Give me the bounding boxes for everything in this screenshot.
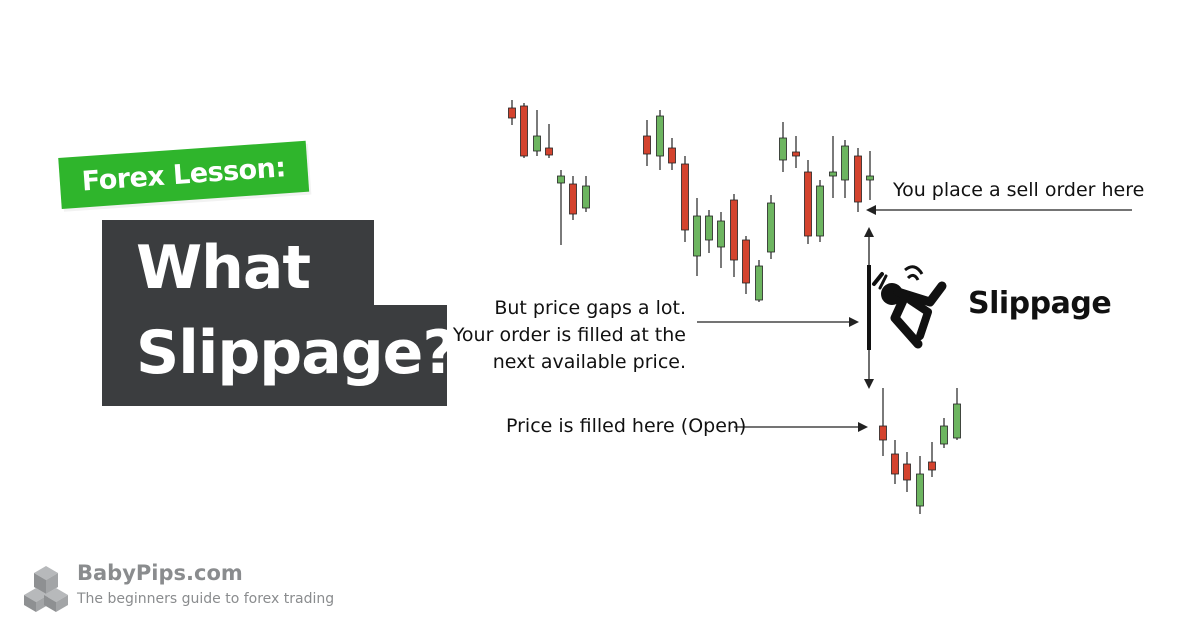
candle (668, 138, 676, 170)
candle (656, 110, 664, 170)
brand-name: BabyPips.com (77, 561, 243, 585)
candle (767, 195, 775, 259)
candle (705, 210, 713, 253)
candle (779, 122, 787, 172)
candle-body (854, 155, 862, 203)
sell-order-label: You place a sell order here (893, 179, 1145, 201)
candle (953, 388, 961, 440)
candle-body (582, 185, 590, 209)
babypips-cube-logo-icon (24, 566, 68, 612)
candle (804, 160, 812, 244)
candle (533, 110, 541, 156)
candle-body (569, 183, 577, 215)
candle (545, 124, 553, 158)
candle (879, 388, 887, 456)
candle-body (533, 135, 541, 152)
candle-body (681, 163, 689, 231)
candle-body (643, 135, 651, 155)
candle (940, 418, 948, 448)
falling-person-icon (872, 265, 947, 349)
candle-body (767, 202, 775, 253)
candle-body (656, 115, 664, 157)
candle-body (953, 403, 961, 439)
candle-body (755, 265, 763, 301)
gap-arrow (697, 317, 859, 327)
gap-measure-arrow (864, 227, 874, 389)
candle-body (545, 147, 553, 156)
candle-body (903, 463, 911, 481)
candle-body (693, 215, 701, 257)
candle-body (816, 185, 824, 237)
candle (854, 148, 862, 212)
candle (916, 456, 924, 514)
candle-body (804, 171, 812, 237)
candle-body (841, 145, 849, 181)
title-line-2: Slippage? (136, 318, 457, 388)
candle (816, 180, 824, 242)
candle (717, 212, 725, 268)
candle (742, 236, 750, 294)
candle (866, 151, 874, 200)
gap-line-1: But price gaps a lot. (494, 297, 686, 319)
candle-body (520, 105, 528, 157)
candle-body (557, 175, 565, 184)
slippage-label: Slippage (968, 286, 1112, 321)
candle-body (792, 151, 800, 157)
candle (557, 170, 565, 245)
candle-body (717, 220, 725, 248)
candle-body (891, 453, 899, 475)
candle (841, 140, 849, 198)
brand-tagline: The beginners guide to forex trading (77, 591, 335, 607)
candle-body (916, 473, 924, 507)
candle-body (866, 175, 874, 181)
candle-body (829, 171, 837, 177)
candle-body (779, 137, 787, 161)
candle (891, 440, 899, 484)
candle-body (508, 107, 516, 119)
filled-label: Price is filled here (Open) (506, 415, 747, 437)
title-box-bottom: Slippage? (102, 305, 457, 406)
candle (508, 100, 516, 125)
candle (903, 452, 911, 492)
candle (643, 120, 651, 166)
gap-line-2: Your order is filled at the (452, 324, 686, 346)
candle (569, 176, 577, 220)
candle-body (928, 461, 936, 471)
candle (730, 194, 738, 277)
candle (582, 176, 590, 212)
candle-body (668, 147, 676, 164)
candle (829, 136, 837, 198)
candle (792, 136, 800, 168)
sell-order-arrow (866, 205, 1132, 215)
candle-body (940, 425, 948, 445)
candle-body (730, 199, 738, 261)
candle (755, 260, 763, 302)
gap-explanation: But price gaps a lot. Your order is fill… (452, 295, 686, 376)
candles-group (508, 100, 961, 514)
candle (928, 442, 936, 477)
filled-arrow (734, 422, 868, 432)
candle-body (705, 215, 713, 241)
candle-body (742, 239, 750, 284)
candle (681, 156, 689, 242)
gap-line-3: next available price. (492, 351, 686, 373)
candle (693, 198, 701, 276)
candle (520, 103, 528, 158)
title-box-top: What is (102, 220, 374, 375)
candle-body (879, 425, 887, 441)
